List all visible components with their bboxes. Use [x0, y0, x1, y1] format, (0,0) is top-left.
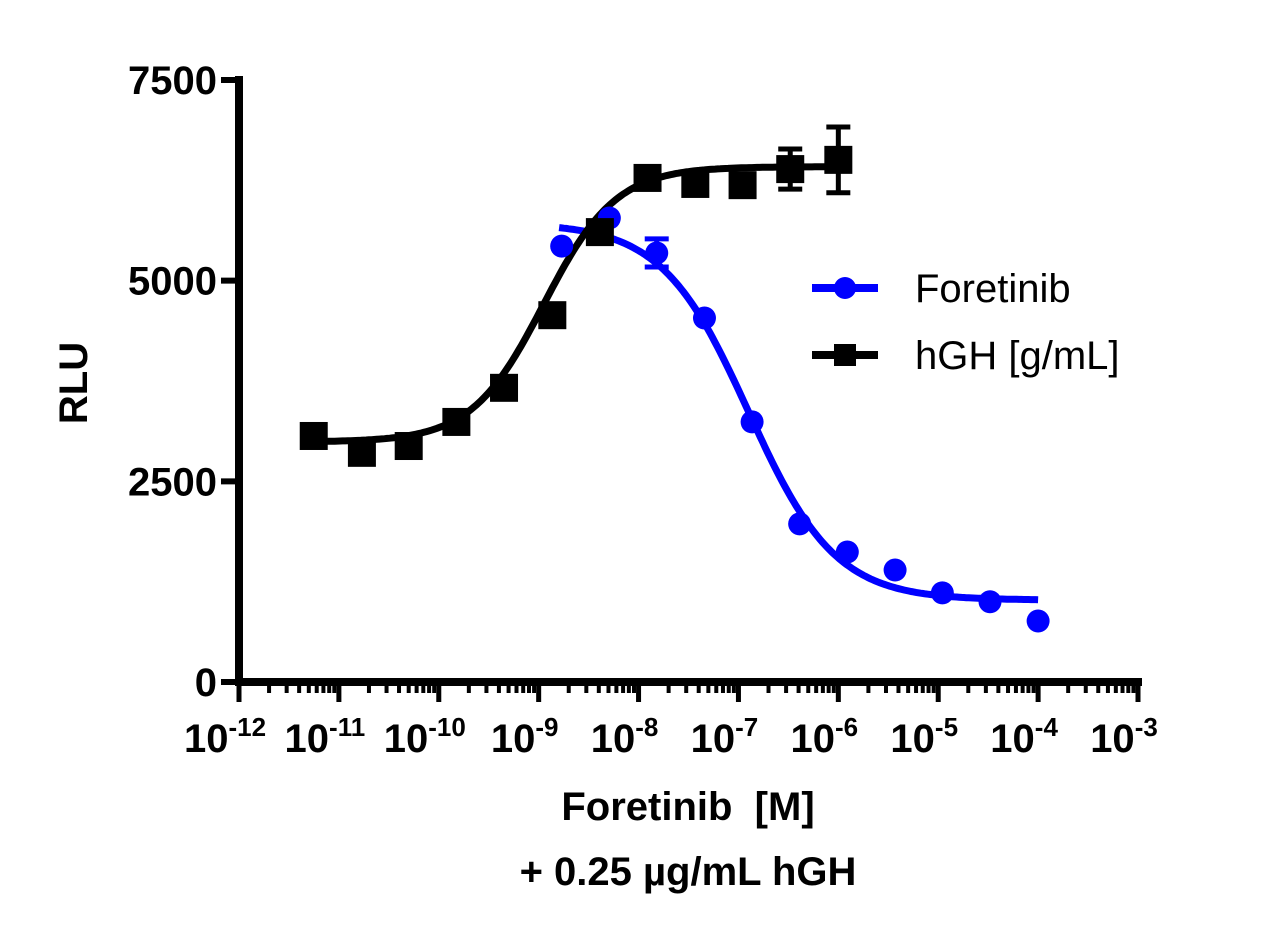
y-axis-label: RLU: [52, 342, 96, 424]
data-point-hgh: [681, 169, 710, 198]
x-tick-label: 10-4: [990, 712, 1058, 761]
x-tick-label: 10-8: [591, 712, 659, 761]
y-tick-label: 2500: [128, 460, 217, 504]
x-tick-label: 10-7: [691, 712, 759, 761]
data-point-hgh: [442, 407, 471, 436]
data-point-hgh: [347, 438, 376, 467]
data-point-hgh: [299, 421, 328, 450]
fit-curve-foretinib: [558, 224, 1039, 604]
data-point-foretinib: [835, 540, 859, 564]
x-tick-label: 10-10: [384, 712, 466, 761]
data-point-hgh: [728, 171, 757, 200]
data-point-foretinib: [883, 558, 907, 582]
data-point-hgh: [776, 155, 805, 184]
data-point-foretinib: [692, 306, 716, 330]
legend-marker-hgh: [834, 344, 856, 366]
data-point-foretinib: [645, 241, 669, 265]
x-tick-label: 10-12: [184, 712, 266, 761]
data-point-foretinib: [550, 234, 574, 258]
data-point-foretinib: [930, 581, 954, 605]
legend-marker-foretinib: [834, 277, 856, 299]
x-tick-label: 10-11: [285, 712, 366, 761]
data-point-hgh: [538, 301, 567, 330]
x-tick-label: 10-3: [1090, 712, 1158, 761]
x-tick-label: 10-9: [491, 712, 559, 761]
legend: Foretinib hGH [g/mL]: [812, 267, 1120, 378]
y-tick-label: 7500: [128, 59, 217, 103]
data-point-hgh: [490, 373, 519, 402]
y-tick-label: 5000: [128, 260, 217, 304]
x-tick-label: 10-6: [791, 712, 859, 761]
fit-curve-hgh: [313, 163, 839, 445]
legend-label-foretinib: Foretinib: [915, 267, 1071, 311]
data-point-hgh: [394, 432, 423, 461]
data-point-hgh: [633, 163, 662, 192]
data-point-hgh: [585, 218, 614, 247]
data-point-foretinib: [1026, 609, 1050, 633]
data-point-foretinib: [788, 512, 812, 536]
legend-label-hgh: hGH [g/mL]: [915, 334, 1120, 378]
data-point-hgh: [824, 145, 853, 174]
y-tick-label: 0: [195, 661, 217, 705]
x-axis-label-line2: + 0.25 µg/mL hGH: [520, 850, 857, 894]
x-tick-label: 10-5: [890, 712, 958, 761]
data-point-foretinib: [978, 590, 1002, 614]
data-point-foretinib: [740, 410, 764, 434]
x-axis-label: Foretinib [M]: [561, 785, 814, 829]
